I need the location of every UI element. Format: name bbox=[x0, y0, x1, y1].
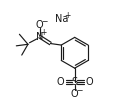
Text: S: S bbox=[71, 77, 77, 87]
Text: O: O bbox=[56, 77, 64, 87]
Text: Na: Na bbox=[54, 14, 67, 24]
Text: O: O bbox=[85, 77, 92, 87]
Text: +: + bbox=[40, 28, 46, 37]
Text: +: + bbox=[63, 11, 70, 20]
Text: −: − bbox=[75, 86, 82, 95]
Text: O: O bbox=[70, 89, 78, 99]
Text: −: − bbox=[41, 17, 47, 26]
Text: N: N bbox=[36, 32, 43, 42]
Text: O: O bbox=[35, 20, 43, 30]
